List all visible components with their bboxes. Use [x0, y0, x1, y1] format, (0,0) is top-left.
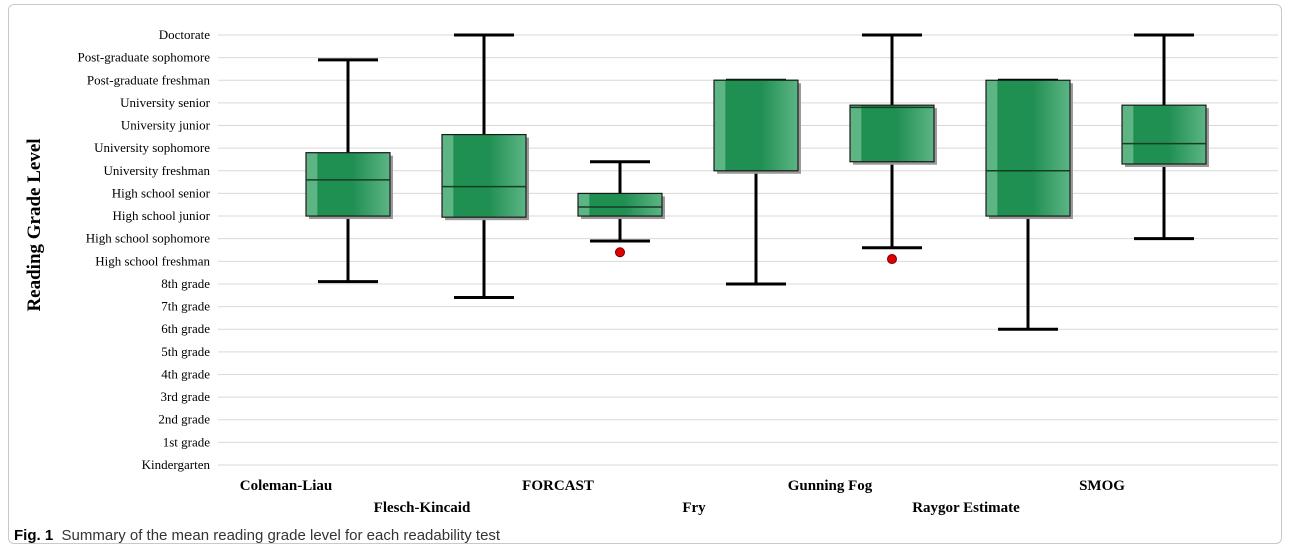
- y-tick-label: High school senior: [112, 185, 211, 200]
- y-tick-label: 6th grade: [161, 321, 210, 336]
- caption-text: Summary of the mean reading grade level …: [61, 527, 501, 544]
- y-tick-label: 3rd grade: [161, 389, 211, 404]
- caption-label: Fig. 1: [14, 527, 54, 544]
- x-category-labels: Coleman-Liau Flesch-Kincaid FORCAST Fry Gunn…: [240, 478, 1126, 516]
- x-category-label: Gunning Fog: [788, 478, 873, 494]
- box-body: [1121, 104, 1207, 165]
- y-tick-label: 7th grade: [161, 299, 210, 314]
- y-tick-label: Post-graduate freshman: [87, 72, 211, 87]
- box-forcast: [577, 160, 665, 258]
- y-tick-label: High school freshman: [95, 253, 210, 268]
- x-category-label: Coleman-Liau: [240, 478, 333, 494]
- box-series: [305, 33, 1209, 331]
- box-body: [713, 79, 799, 172]
- box-body: [577, 192, 663, 217]
- figure-frame: [8, 4, 1282, 544]
- y-tick-label: 8th grade: [161, 276, 210, 291]
- x-category-label: SMOG: [1079, 478, 1125, 494]
- x-category-label: Fry: [682, 500, 706, 516]
- x-category-label: Raygor Estimate: [912, 500, 1020, 516]
- y-tick-label: University sophomore: [94, 140, 210, 155]
- y-tick-label: Kindergarten: [142, 457, 211, 472]
- grid-lines: [218, 34, 1278, 466]
- y-tick-label: 2nd grade: [158, 412, 210, 427]
- y-tick-label: High school sophomore: [86, 231, 210, 246]
- y-tick-label: 1st grade: [163, 434, 211, 449]
- box-plot-chart: Kindergarten 1st grade 2nd grade 3rd grade 4…: [24, 27, 1278, 516]
- y-tick-label: University junior: [121, 118, 211, 133]
- box-fry: [713, 78, 801, 286]
- box-body: [985, 79, 1071, 217]
- y-axis-label: Reading Grade Level: [24, 138, 45, 311]
- x-category-label: Flesch-Kincaid: [374, 500, 471, 516]
- y-tick-label: University freshman: [103, 163, 210, 178]
- x-category-label: FORCAST: [522, 478, 594, 494]
- y-tick-labels: Kindergarten 1st grade 2nd grade 3rd grade 4…: [77, 27, 210, 472]
- y-tick-label: 5th grade: [161, 344, 210, 359]
- box-flesch-kincaid: [441, 33, 529, 300]
- y-tick-label: University senior: [120, 95, 211, 110]
- box-coleman-liau: [305, 58, 393, 284]
- box-body: [849, 104, 935, 163]
- box-body: [441, 133, 527, 218]
- y-tick-label: Doctorate: [159, 27, 210, 42]
- outlier-point: [887, 254, 897, 265]
- y-tick-label: 4th grade: [161, 366, 210, 381]
- box-gunning-fog: [849, 33, 937, 265]
- outlier-point: [615, 247, 625, 258]
- figure-caption: Fig. 1 Summary of the mean reading grade…: [14, 527, 500, 544]
- box-smog: [1121, 33, 1209, 241]
- y-tick-label: High school junior: [113, 208, 211, 223]
- y-tick-label: Post-graduate sophomore: [77, 50, 210, 65]
- box-body: [305, 152, 391, 217]
- box-raygor-estimate: [985, 78, 1073, 331]
